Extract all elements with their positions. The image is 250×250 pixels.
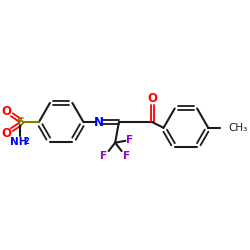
Text: O: O [1,127,11,140]
Text: F: F [126,135,134,145]
Text: S: S [16,117,24,127]
Text: CH₃: CH₃ [229,123,248,133]
Text: 2: 2 [24,137,30,146]
Text: NH: NH [10,137,27,147]
Text: O: O [1,104,11,118]
Text: O: O [148,92,158,106]
Text: N: N [94,116,104,129]
Text: F: F [100,151,107,161]
Text: F: F [123,151,130,161]
